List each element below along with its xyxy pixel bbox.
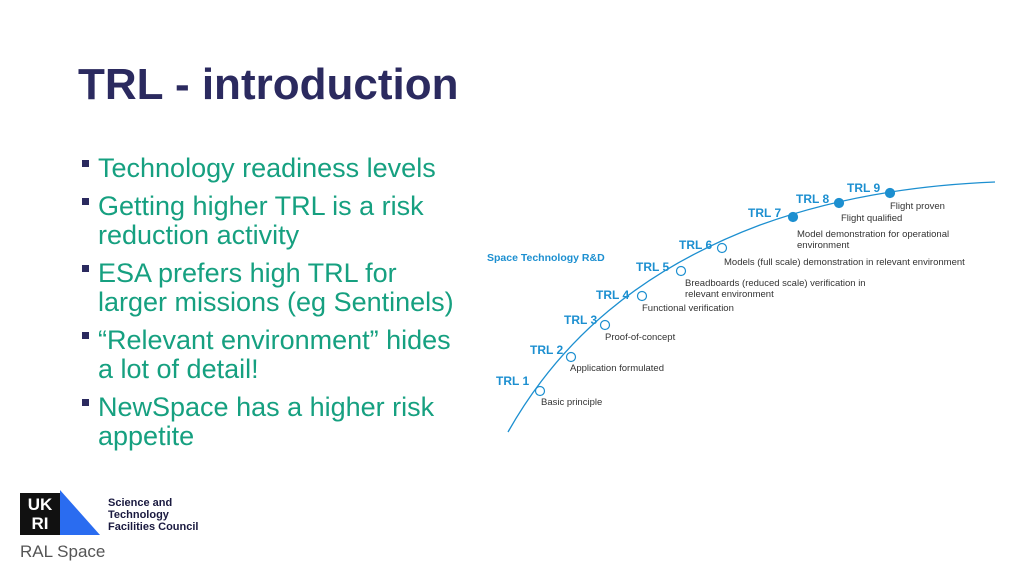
trl-description: Proof-of-concept: [605, 332, 676, 343]
bullet-list: Technology readiness levels Getting highe…: [82, 154, 462, 460]
trl-description: Breadboards (reduced scale) verification…: [685, 278, 866, 300]
trl-dot: [716, 242, 728, 254]
logo-unit: RAL Space: [20, 542, 106, 561]
trl-label: TRL 9: [847, 181, 881, 195]
bullet: Getting higher TRL is a risk reduction a…: [82, 192, 462, 250]
diagram-header: Space Technology R&D: [487, 252, 605, 264]
bullet: ESA prefers high TRL for larger missions…: [82, 259, 462, 317]
trl-dot: [787, 211, 799, 223]
trl-label: TRL 5: [636, 260, 670, 274]
trl-label: TRL 6: [679, 238, 713, 252]
trl-description: Flight qualified: [841, 213, 903, 224]
logo-triangle: [60, 490, 100, 535]
trl-description: Flight proven: [890, 201, 945, 212]
curve: [507, 181, 996, 433]
trl-dot: [565, 351, 577, 363]
trl-label: TRL 4: [596, 288, 630, 302]
trl-dot: [833, 197, 845, 209]
trl-dot: [534, 385, 546, 397]
trl-dot: [884, 187, 896, 199]
bullet: “Relevant environment” hides a lot of de…: [82, 326, 462, 384]
slide-title: TRL - introduction: [78, 60, 459, 109]
trl-description: Functional verification: [642, 303, 734, 314]
trl-label: TRL 7: [748, 206, 782, 220]
trl-description: Model demonstration for operational envi…: [797, 229, 950, 251]
trl-description: Basic principle: [541, 397, 603, 408]
trl-label: TRL 2: [530, 343, 564, 357]
bullet: Technology readiness levels: [82, 154, 462, 183]
trl-description: Application formulated: [570, 363, 664, 374]
trl-dot: [636, 290, 648, 302]
trl-dot: [675, 265, 687, 277]
bullet: NewSpace has a higher risk appetite: [82, 393, 462, 451]
trl-dot: [599, 319, 611, 331]
trl-label: TRL 1: [496, 374, 530, 388]
trl-description: Models (full scale) demonstration in rel…: [724, 257, 965, 268]
trl-label: TRL 3: [564, 313, 598, 327]
logo-org: Science and Technology Facilities Counci…: [108, 497, 199, 533]
logo-mark: UK RI: [20, 493, 60, 535]
trl-label: TRL 8: [796, 192, 830, 206]
